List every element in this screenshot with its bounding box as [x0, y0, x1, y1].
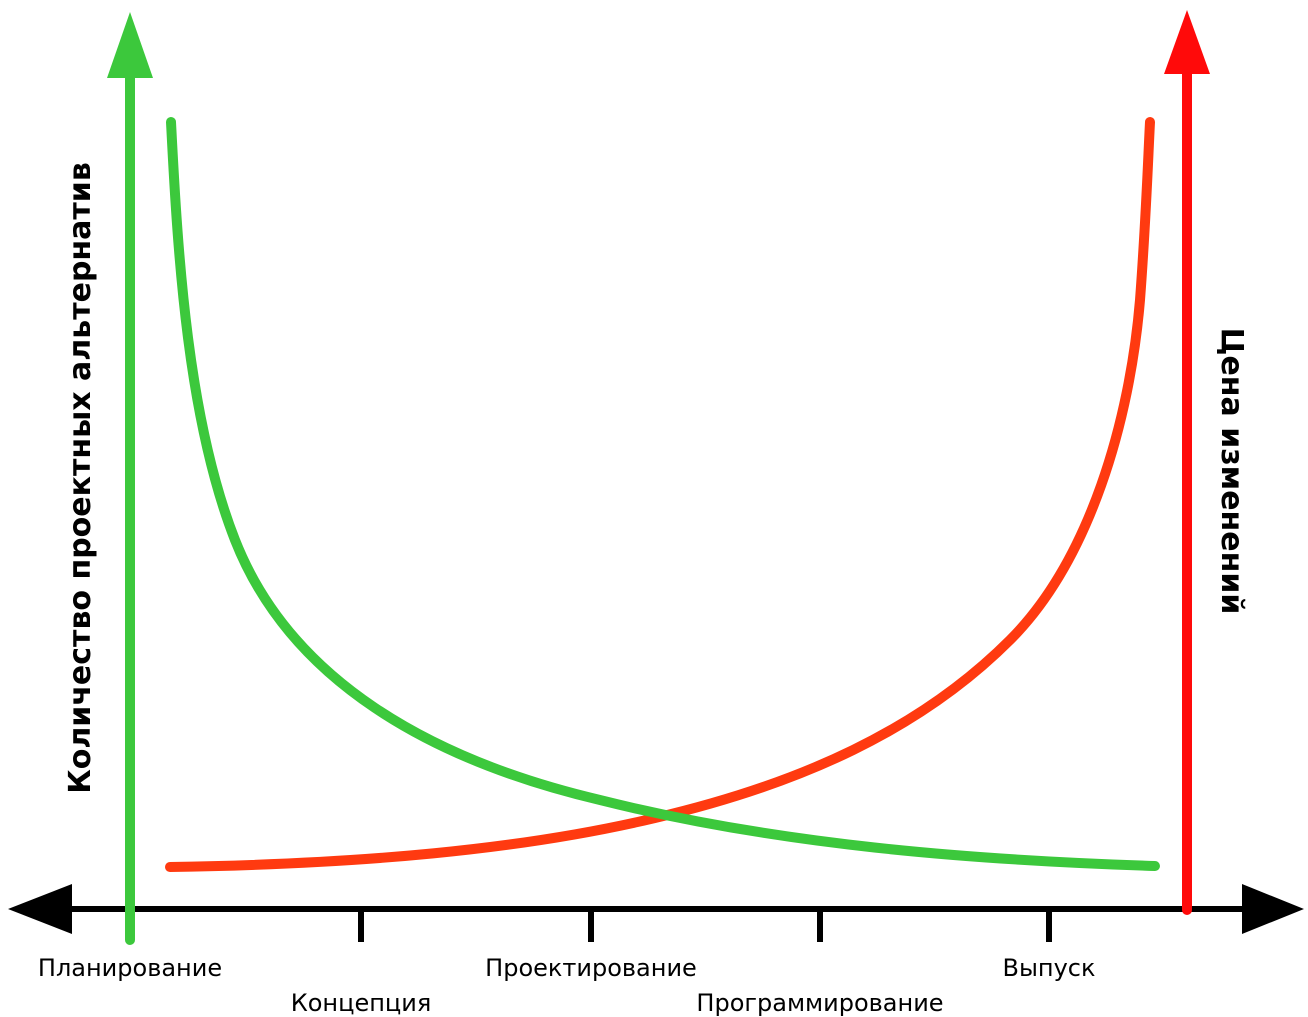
stage-label-programming: Программирование: [696, 989, 943, 1017]
timeline-right-arrowhead: [1242, 884, 1304, 934]
cost-axis-arrowhead: [1164, 10, 1210, 74]
right-axis-title: Цена изменений: [1214, 328, 1249, 615]
left-axis-title: Количество проектных альтернатив: [63, 162, 98, 794]
stage-label-concept: Концепция: [291, 989, 432, 1017]
stage-label-design: Проектирование: [485, 954, 697, 982]
alternatives-axis-arrowhead: [107, 12, 153, 78]
stage-label-release: Выпуск: [1003, 954, 1096, 982]
design-alternatives-curve: [166, 117, 1160, 871]
timeline-left-arrowhead: [8, 884, 72, 934]
cost-of-change-curve: [165, 117, 1155, 872]
stage-label-planning: Планирование: [38, 954, 222, 982]
